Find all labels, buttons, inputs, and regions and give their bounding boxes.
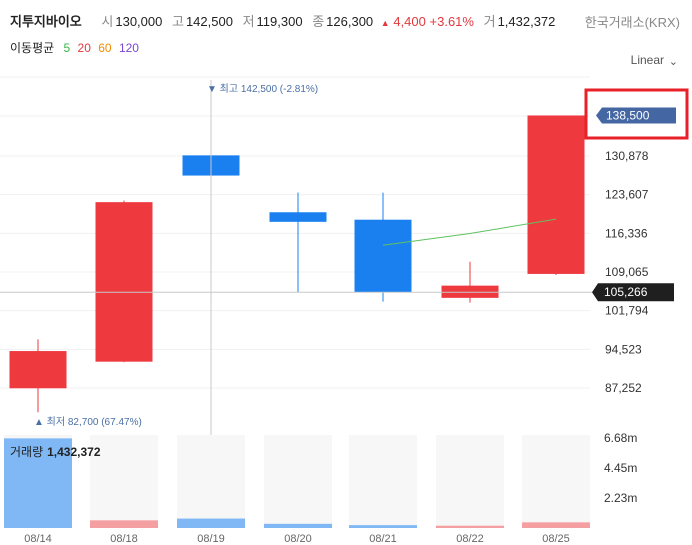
volume-axis-label: 4.45m [604, 461, 637, 475]
x-axis-label: 08/25 [542, 533, 570, 545]
x-axis-label: 08/22 [456, 533, 484, 545]
volume-panel [436, 435, 504, 528]
open-label: 시 [101, 14, 114, 29]
high-value: 142,500 [185, 14, 233, 29]
ma5-line [382, 218, 557, 246]
change-percent: +3.61% [429, 14, 474, 29]
low-label: 저 [242, 14, 255, 29]
volume-current: 1,432,372 [47, 445, 101, 459]
ma-60[interactable]: 60 [98, 41, 112, 55]
volume-header: 거래량 1,432,372 [10, 443, 101, 460]
change-up-icon: ▲ [380, 18, 390, 28]
current-price-label: 138,500 [606, 108, 650, 122]
close-value: 126,300 [326, 14, 374, 29]
volume-bar [522, 522, 590, 528]
close-label: 종 [312, 14, 325, 29]
y-axis-label: 130,878 [605, 149, 649, 163]
volume-axis-label: 2.23m [604, 491, 637, 505]
stock-name: 지투지바이오 [10, 14, 82, 29]
exchange-name: 한국거래소(KRX) [584, 15, 680, 30]
volume-bar [90, 520, 158, 528]
volume-panel [264, 435, 332, 528]
chevron-down-icon[interactable]: ⌄ [668, 56, 678, 68]
volume-panel [522, 435, 590, 528]
crosshair-price-label: 105,266 [604, 285, 648, 299]
volume-axis-label: 6.68m [604, 431, 637, 445]
change-value: 4,400 [393, 14, 426, 29]
candle-body [527, 115, 585, 274]
volume-bar [264, 523, 332, 528]
y-axis-label: 94,523 [605, 342, 642, 356]
ma-20[interactable]: 20 [77, 41, 91, 55]
y-axis-label: 116,336 [605, 226, 648, 240]
y-axis-label: 101,794 [605, 304, 649, 318]
x-axis-label: 08/19 [197, 533, 225, 545]
y-axis-label: 109,065 [605, 265, 649, 279]
volume-panel [90, 435, 158, 528]
volume-label: 거 [483, 14, 496, 29]
volume-value: 1,432,372 [497, 14, 556, 29]
volume-bar [436, 525, 504, 528]
max-price-annotation: ▼ 최고 142,500 (-2.81%) [207, 83, 318, 95]
moving-average-label: 이동평균 [10, 41, 55, 55]
candle-body [95, 202, 153, 362]
crosshair-price-tag [592, 283, 674, 302]
volume-panel [177, 435, 245, 528]
ma-5[interactable]: 5 [63, 41, 71, 55]
candle-body [9, 351, 67, 389]
x-axis-label: 08/21 [369, 533, 397, 545]
open-value: 130,000 [115, 14, 163, 29]
volume-title: 거래량 [10, 445, 44, 459]
x-axis-label: 08/14 [24, 533, 52, 545]
quote-header: 지투지바이오 시 130,000 고 142,500 저 119,300 종 126,3… [10, 11, 555, 30]
min-price-annotation: ▲ 최저 82,700 (67.47%) [34, 416, 142, 428]
volume-panel [349, 435, 417, 528]
highlight-box [584, 88, 689, 140]
y-axis-label: 123,607 [605, 188, 649, 202]
y-axis-label: 87,252 [605, 381, 642, 395]
candle-body [269, 212, 327, 222]
high-label: 고 [171, 14, 184, 29]
current-price-tag [596, 107, 676, 124]
volume-bar [4, 438, 72, 528]
x-axis-label: 08/20 [284, 533, 312, 545]
scale-selector[interactable]: Linear [630, 53, 664, 67]
low-value: 119,300 [256, 14, 303, 29]
volume-bar [349, 525, 417, 528]
volume-bar [177, 518, 245, 528]
candle-body [354, 219, 412, 293]
ma-120[interactable]: 120 [118, 41, 139, 55]
moving-average-legend: 이동평균 5 20 60 120 [10, 39, 143, 56]
x-axis-label: 08/18 [110, 533, 138, 545]
